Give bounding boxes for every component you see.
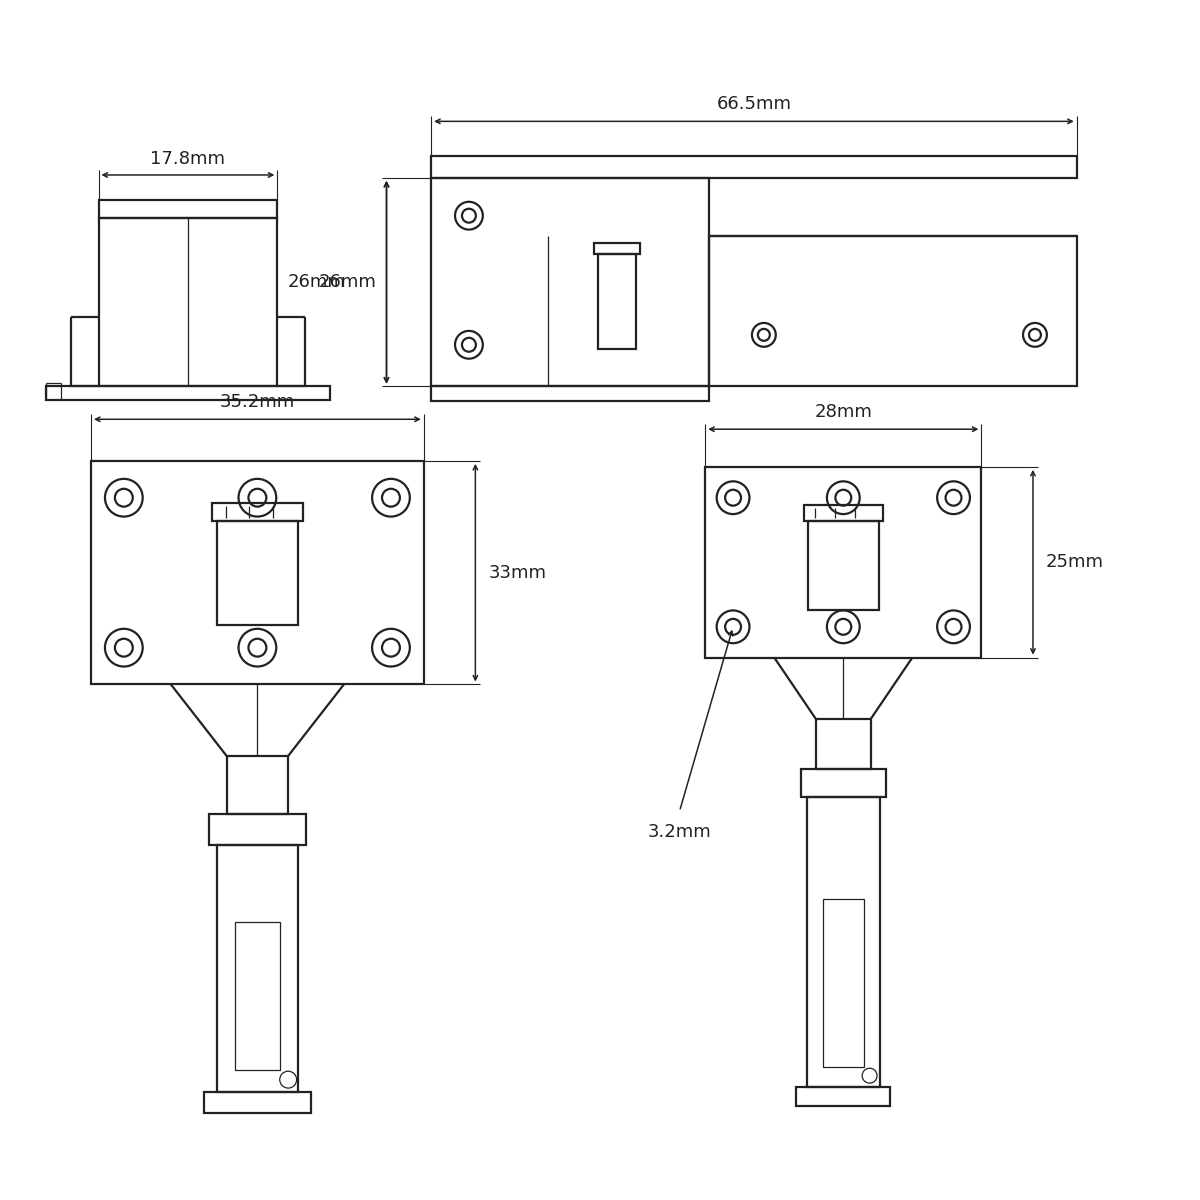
Bar [802, 769, 886, 797]
Bar [431, 178, 709, 386]
Bar [91, 461, 424, 684]
Text: 26mm: 26mm [319, 274, 377, 292]
Text: 35.2mm: 35.2mm [220, 394, 295, 412]
Text: 17.8mm: 17.8mm [150, 150, 226, 168]
Text: 33mm: 33mm [488, 564, 546, 582]
Bar [598, 254, 636, 349]
Text: 28mm: 28mm [815, 403, 872, 421]
Bar [816, 719, 871, 769]
Bar [706, 467, 982, 658]
Bar [804, 505, 883, 521]
Bar [594, 242, 640, 254]
Bar [796, 1086, 890, 1106]
Bar [709, 236, 1076, 386]
Bar [217, 845, 298, 1092]
Bar [217, 521, 298, 625]
Text: 3.2mm: 3.2mm [648, 823, 712, 841]
Bar [234, 922, 281, 1069]
Bar [808, 797, 880, 1086]
Bar [211, 503, 304, 521]
Bar [431, 156, 1076, 178]
Bar [823, 899, 864, 1067]
Bar [227, 756, 288, 814]
Bar [204, 1092, 311, 1114]
Bar [46, 386, 330, 401]
Bar [431, 386, 709, 401]
Text: 66.5mm: 66.5mm [716, 96, 792, 114]
Text: 26mm: 26mm [287, 274, 346, 292]
Bar [808, 521, 880, 610]
Bar [209, 814, 306, 845]
Bar [98, 199, 277, 217]
Text: 25mm: 25mm [1046, 553, 1104, 571]
Bar [98, 217, 277, 386]
